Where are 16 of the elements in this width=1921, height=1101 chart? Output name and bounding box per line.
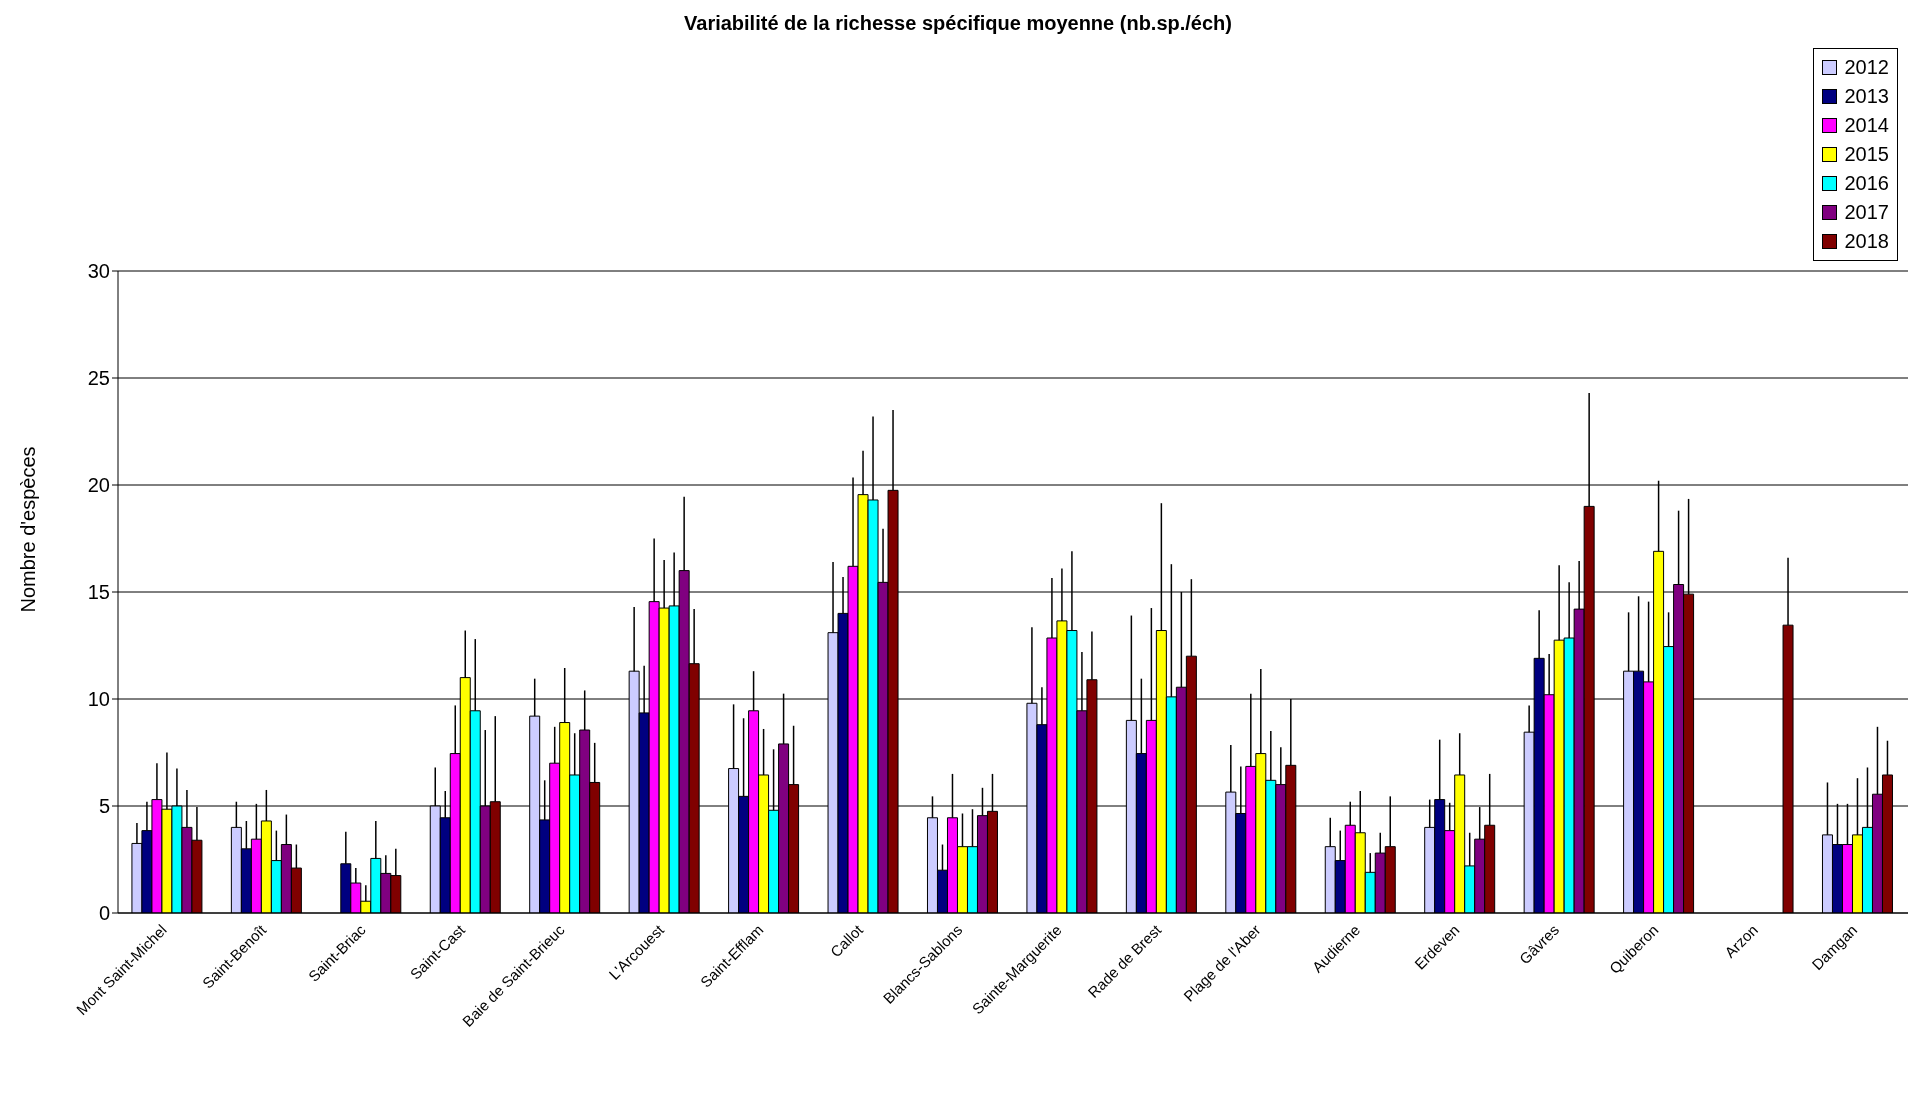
chart-title: Variabilité de la richesse spécifique moyenne (nb.sp./éch) [683,12,1233,35]
legend-label: 2015 [1844,143,1889,166]
y-tick-label: 0 [98,902,110,925]
y-tick-label: 10 [87,688,110,711]
legend-label: 2016 [1844,172,1889,195]
legend-label: 2012 [1844,56,1889,79]
y-tick-label: 25 [87,367,110,390]
legend-label: 2017 [1844,201,1889,224]
legend-label: 2018 [1844,230,1889,253]
y-axis-title: Nombre d'espèces [16,446,40,613]
legend-label: 2013 [1844,85,1889,108]
y-tick-label: 30 [87,260,110,283]
legend-label: 2014 [1844,114,1889,137]
y-tick-label: 15 [87,581,110,604]
y-tick-label: 20 [87,474,110,497]
y-tick-label: 5 [98,795,110,818]
